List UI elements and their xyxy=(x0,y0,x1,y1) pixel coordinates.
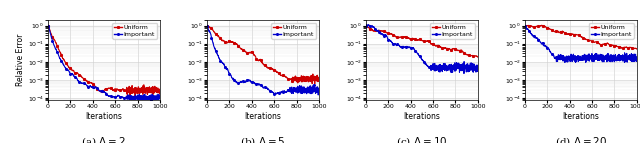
Uniform xyxy=(311,83,319,85)
Important xyxy=(133,100,141,102)
Uniform xyxy=(538,24,546,26)
Important xyxy=(314,94,322,96)
Important xyxy=(291,90,298,92)
Uniform xyxy=(315,80,323,82)
Important xyxy=(633,57,640,59)
Text: (c) $\Lambda = 10$: (c) $\Lambda = 10$ xyxy=(396,135,447,143)
Uniform xyxy=(598,44,605,46)
Important xyxy=(203,25,211,26)
Text: (a) $\Lambda = 2$: (a) $\Lambda = 2$ xyxy=(81,135,127,143)
Important xyxy=(44,25,52,26)
Important xyxy=(412,50,419,52)
Uniform xyxy=(362,25,370,26)
Line: Important: Important xyxy=(365,24,479,74)
Important xyxy=(621,62,628,63)
Important xyxy=(608,61,616,63)
Important xyxy=(566,55,574,57)
Important xyxy=(439,69,447,70)
Important xyxy=(521,25,529,26)
Line: Uniform: Uniform xyxy=(365,24,479,58)
Uniform xyxy=(90,84,97,85)
Uniform xyxy=(412,38,419,40)
Uniform xyxy=(121,89,129,91)
Important xyxy=(374,30,381,32)
Important xyxy=(156,97,164,98)
Uniform xyxy=(633,48,640,50)
Line: Important: Important xyxy=(524,25,637,63)
Uniform xyxy=(451,48,459,49)
Important xyxy=(56,57,63,58)
Uniform xyxy=(248,51,256,53)
X-axis label: Iterations: Iterations xyxy=(244,112,282,121)
Important xyxy=(610,57,618,59)
Uniform xyxy=(532,25,540,27)
Important xyxy=(93,88,101,89)
Important xyxy=(451,69,459,70)
Uniform xyxy=(56,50,63,52)
Uniform xyxy=(44,25,52,26)
Important xyxy=(570,56,578,58)
Important xyxy=(252,83,260,85)
Important xyxy=(532,37,540,38)
Uniform xyxy=(408,38,415,40)
Important xyxy=(474,68,481,70)
Uniform xyxy=(93,88,101,90)
Uniform xyxy=(609,44,616,46)
Uniform xyxy=(291,78,298,80)
Uniform xyxy=(566,33,574,35)
Important xyxy=(214,55,222,57)
X-axis label: Iterations: Iterations xyxy=(563,112,599,121)
Uniform xyxy=(134,93,141,95)
Legend: Uniform, Important: Uniform, Important xyxy=(271,23,316,39)
Legend: Uniform, Important: Uniform, Important xyxy=(589,23,634,39)
X-axis label: Iterations: Iterations xyxy=(86,112,122,121)
Uniform xyxy=(611,44,618,46)
Important xyxy=(365,24,372,26)
Important xyxy=(315,89,323,91)
Uniform xyxy=(214,35,222,36)
Uniform xyxy=(203,25,211,26)
Uniform xyxy=(474,56,481,58)
Important xyxy=(408,47,415,49)
Uniform xyxy=(363,24,371,26)
Line: Important: Important xyxy=(206,25,319,96)
Uniform xyxy=(570,34,578,36)
Legend: Uniform, Important: Uniform, Important xyxy=(430,23,475,39)
Important xyxy=(280,91,287,92)
Important xyxy=(121,97,129,99)
Important xyxy=(292,88,300,90)
Important xyxy=(248,82,256,83)
Uniform xyxy=(292,77,300,78)
Line: Uniform: Uniform xyxy=(47,25,161,97)
Uniform xyxy=(521,25,529,26)
Line: Uniform: Uniform xyxy=(524,24,637,50)
Important xyxy=(362,25,370,26)
Uniform xyxy=(126,96,134,97)
Uniform xyxy=(280,75,287,76)
Legend: Uniform, Important: Uniform, Important xyxy=(112,23,157,39)
Line: Important: Important xyxy=(47,25,161,103)
Uniform xyxy=(131,89,139,91)
Important xyxy=(598,54,605,56)
Text: (d) $\Lambda = 20$: (d) $\Lambda = 20$ xyxy=(555,135,607,143)
Uniform xyxy=(252,58,260,60)
Uniform xyxy=(439,47,447,49)
X-axis label: Iterations: Iterations xyxy=(403,112,440,121)
Important xyxy=(90,87,97,89)
Important xyxy=(449,67,457,69)
Important xyxy=(134,101,141,103)
Uniform xyxy=(449,48,457,49)
Uniform xyxy=(374,30,381,32)
Important xyxy=(131,96,139,98)
Uniform xyxy=(156,91,164,92)
Important xyxy=(460,73,468,74)
Text: (b) $\Lambda = 5$: (b) $\Lambda = 5$ xyxy=(240,135,285,143)
Y-axis label: Relative Error: Relative Error xyxy=(16,34,25,86)
Line: Uniform: Uniform xyxy=(206,25,319,85)
